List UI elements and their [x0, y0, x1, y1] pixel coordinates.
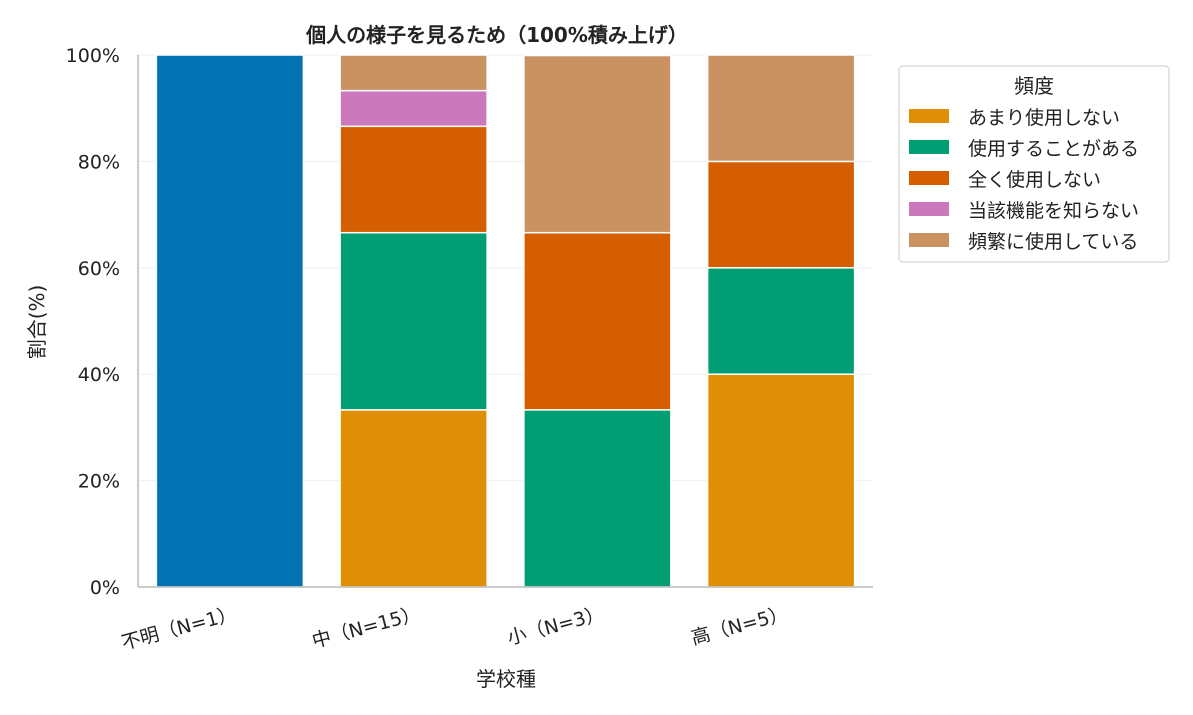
x-tick-label: 小（N=3） — [505, 603, 607, 650]
legend-swatch — [909, 140, 949, 154]
bar-segment — [706, 267, 856, 375]
bars — [155, 54, 856, 588]
bar-segment — [706, 373, 856, 588]
legend-swatch — [909, 109, 949, 123]
x-tick-label: 高（N=5） — [689, 603, 791, 650]
bar-segment — [523, 231, 672, 411]
x-ticks: 不明（N=1） 中（N=15） 小（N=3） 高（N=5） — [119, 603, 790, 655]
bar-segment — [523, 409, 672, 588]
legend-swatch — [909, 171, 949, 185]
x-tick-label: 不明（N=1） — [119, 603, 239, 655]
bar-segment — [706, 160, 856, 269]
legend: 頻度 あまり使用しない使用することがある全く使用しない当該機能を知らない頻繁に使… — [898, 65, 1170, 263]
bar-segment — [523, 54, 672, 234]
legend-label: 使用することがある — [968, 138, 1139, 160]
y-tick-label: 100% — [66, 45, 120, 67]
y-tick-label: 0% — [90, 577, 120, 599]
y-tick-label: 60% — [78, 258, 120, 280]
x-axis-title: 学校種 — [476, 667, 536, 691]
legend-swatch — [909, 233, 949, 247]
legend-items: あまり使用しない使用することがある全く使用しない当該機能を知らない頻繁に使用して… — [909, 107, 1139, 253]
legend-title: 頻度 — [1014, 74, 1054, 98]
y-axis-title: 割合(%) — [25, 285, 49, 360]
bar-segment — [339, 54, 488, 92]
legend-swatch — [909, 202, 949, 216]
legend-label: あまり使用しない — [968, 107, 1120, 129]
legend-box — [898, 65, 1170, 263]
legend-label: 頻繁に使用している — [968, 231, 1138, 253]
legend-label: 全く使用しない — [968, 169, 1101, 191]
y-tick-label: 40% — [78, 364, 120, 386]
legend-label: 当該機能を知らない — [968, 200, 1139, 222]
chart-title: 個人の様子を見るため（100%積み上げ） — [305, 23, 688, 47]
bar-segment — [706, 54, 856, 163]
x-tick-label: 中（N=15） — [310, 603, 423, 653]
y-tick-label: 20% — [78, 471, 120, 493]
bar-segment — [155, 54, 305, 588]
bar-segment — [339, 231, 488, 411]
bar-segment — [339, 89, 488, 128]
y-ticks: 0% 20% 40% 60% 80% 100% — [66, 45, 120, 599]
bar-segment — [339, 409, 488, 588]
axes — [137, 55, 873, 588]
y-tick-label: 80% — [78, 151, 120, 173]
bar-segment — [339, 125, 488, 234]
